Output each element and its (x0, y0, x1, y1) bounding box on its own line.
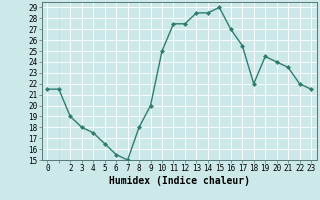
X-axis label: Humidex (Indice chaleur): Humidex (Indice chaleur) (109, 176, 250, 186)
